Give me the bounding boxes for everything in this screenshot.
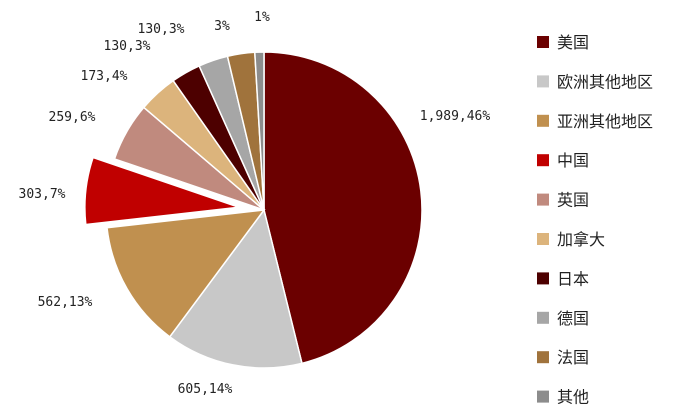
data-label-5: 259,6% [49, 110, 96, 125]
legend-swatch-10 [537, 390, 549, 403]
data-label-8: 130,3% [138, 22, 185, 37]
data-label-1: 1,989,46% [420, 109, 491, 124]
legend-label-10: 其他 [557, 388, 589, 407]
data-label-3: 562,13% [38, 295, 93, 310]
pie-slices [82, 51, 423, 369]
pie-slice-1 [263, 51, 423, 365]
legend-label-5: 英国 [557, 191, 589, 210]
legend-label-1: 美国 [557, 33, 589, 52]
data-label-4: 303,7% [19, 187, 66, 202]
legend-label-3: 亚洲其他地区 [557, 112, 653, 131]
data-label-10: 1% [254, 10, 270, 25]
legend-swatch-7 [537, 272, 549, 285]
legend-swatch-6 [537, 233, 549, 245]
data-label-2: 605,14% [178, 382, 233, 397]
pie-slice-2 [168, 208, 303, 369]
legend-swatch-5 [537, 193, 549, 206]
legend-swatch-1 [537, 36, 549, 48]
legend-swatch-4 [537, 154, 549, 167]
legend-swatch-3 [537, 114, 549, 127]
pie-data-labels: 1,989,46% 605,14% 562,13% 303,7% 259,6% 173,4… [19, 10, 491, 397]
legend-label-2: 欧洲其他地区 [557, 72, 653, 91]
legend-label-6: 加拿大 [557, 230, 605, 249]
legend-label-7: 日本 [557, 269, 589, 288]
pie-slice-10 [254, 51, 265, 211]
data-label-6: 173,4% [81, 69, 128, 84]
legend-swatch-2 [537, 75, 549, 88]
legend-label-4: 中国 [557, 151, 589, 170]
legend-swatch-8 [537, 311, 549, 324]
data-label-9: 3% [214, 19, 230, 34]
legend-swatch-9 [537, 351, 549, 364]
data-label-7: 130,3% [104, 39, 151, 54]
legend-label-9: 法国 [557, 348, 589, 367]
pie-slice-4 [82, 154, 243, 228]
legend-label-8: 德国 [557, 309, 589, 328]
pie-slice-3 [106, 209, 266, 338]
